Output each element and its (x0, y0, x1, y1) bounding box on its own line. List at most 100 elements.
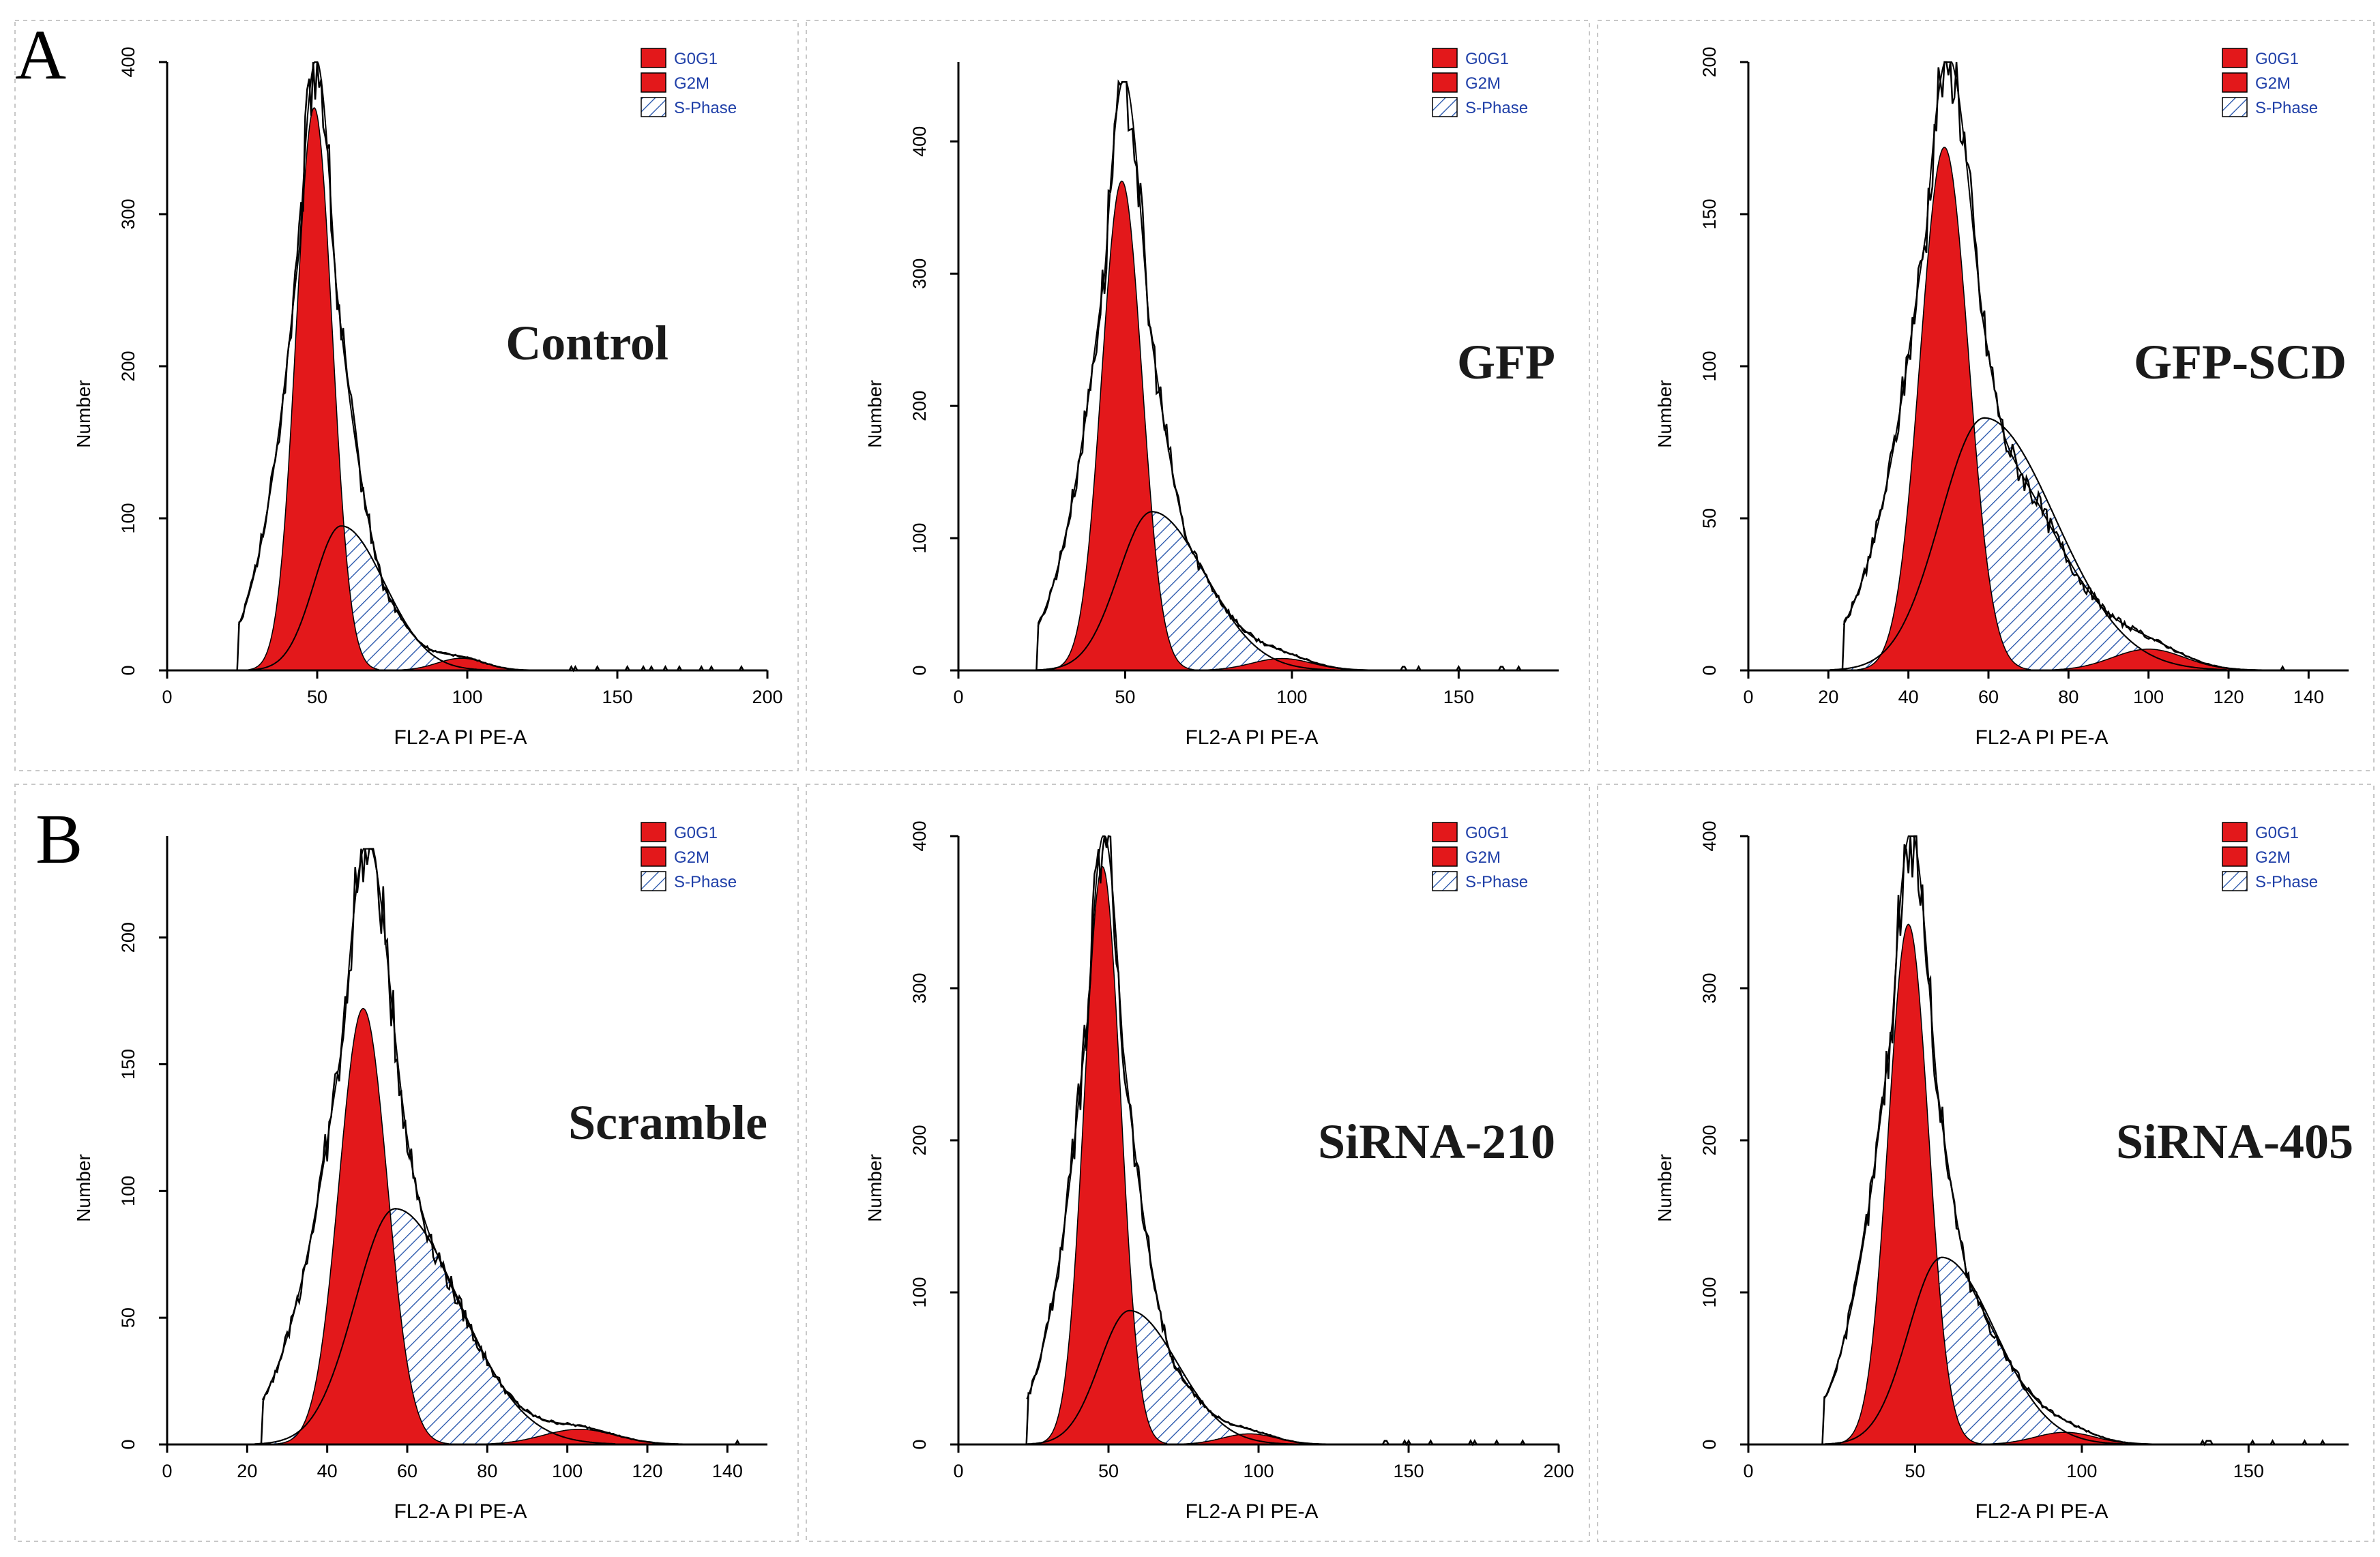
x-tick-label: 60 (1978, 687, 1999, 707)
y-axis-label: Number (73, 380, 94, 448)
legend-swatch (641, 822, 666, 842)
panel-frame (1597, 20, 2375, 771)
legend-label: S-Phase (1465, 873, 1528, 891)
sample-title: SiRNA-210 (1318, 1114, 1555, 1169)
sample-title: GFP (1457, 335, 1555, 389)
y-tick-label: 400 (118, 46, 138, 77)
legend-label: G0G1 (674, 824, 718, 842)
x-axis-label: FL2-A PI PE-A (1975, 726, 2108, 749)
x-tick-label: 150 (2233, 1461, 2264, 1481)
sample-title: GFP-SCD (2134, 335, 2347, 389)
x-tick-label: 120 (2213, 687, 2244, 707)
y-tick-label: 100 (909, 1277, 930, 1307)
legend-swatch (2222, 846, 2248, 867)
x-tick-label: 100 (1243, 1461, 1274, 1481)
y-tick-label: 400 (909, 126, 930, 157)
y-tick-label: 0 (118, 1439, 138, 1449)
x-tick-label: 100 (1276, 687, 1307, 707)
histogram-trace (958, 79, 1541, 672)
x-tick-label: 140 (712, 1461, 743, 1481)
x-tick-label: 100 (2066, 1461, 2097, 1481)
x-axis-label: FL2-A PI PE-A (394, 726, 527, 749)
x-tick-label: 40 (1898, 687, 1919, 707)
panel-frame (1597, 784, 2375, 1542)
x-tick-label: 50 (307, 687, 327, 707)
x-tick-label: 0 (162, 687, 172, 707)
panel-frame (14, 784, 799, 1542)
y-tick-label: 200 (909, 391, 930, 421)
y-tick-label: 50 (118, 1307, 138, 1328)
s-phase-outline (1024, 1309, 1295, 1445)
legend-label: G0G1 (1465, 824, 1509, 842)
y-tick-label: 400 (1699, 820, 1720, 851)
legend-swatch (2222, 822, 2248, 842)
x-tick-label: 0 (1743, 1461, 1753, 1481)
x-tick-label: 50 (1115, 687, 1135, 707)
x-tick-label: 150 (1393, 1461, 1424, 1481)
y-tick-label: 200 (118, 351, 138, 381)
x-tick-label: 100 (2133, 687, 2164, 707)
row-label-b: B (35, 800, 83, 878)
y-tick-label: 100 (118, 1176, 138, 1206)
chart-panel-3: 0 20 40 60 80 100 120 140 0 50 100 150 200 FL2-A PI P… (1597, 20, 2375, 771)
s-phase-outline (1035, 511, 1336, 671)
legend-label: G0G1 (2255, 50, 2299, 68)
y-tick-label: 300 (909, 973, 930, 1003)
y-tick-label: 0 (118, 665, 138, 675)
chart-panel-5: 0 50 100 150 200 0 100 200 300 400 FL2-A PI PE-A Nu… (806, 784, 1590, 1542)
y-tick-label: 0 (1699, 1439, 1720, 1449)
legend-swatch (2222, 72, 2248, 93)
x-tick-label: 0 (953, 1461, 963, 1481)
x-tick-label: 100 (452, 687, 482, 707)
legend-label: G2M (674, 848, 709, 867)
y-tick-label: 300 (118, 198, 138, 229)
x-tick-label: 120 (632, 1461, 662, 1481)
histogram-trace (1748, 61, 2331, 672)
legend-swatch (1432, 846, 1458, 867)
y-tick-label: 200 (1699, 46, 1720, 77)
x-axis-label: FL2-A PI PE-A (1185, 726, 1318, 749)
y-tick-label: 200 (1699, 1125, 1720, 1155)
g0g1-area (1049, 180, 1194, 671)
panel-frame (14, 20, 799, 771)
y-tick-label: 0 (1699, 665, 1720, 675)
y-tick-label: 300 (909, 258, 930, 289)
x-tick-label: 40 (317, 1461, 338, 1481)
legend-label: S-Phase (1465, 99, 1528, 117)
legend-label: G0G1 (674, 50, 718, 68)
legend-swatch (2222, 871, 2248, 891)
y-tick-label: 0 (909, 665, 930, 675)
sample-title: SiRNA-405 (2116, 1114, 2353, 1169)
legend-label: G2M (1465, 74, 1501, 93)
histogram-trace (167, 848, 750, 1446)
y-tick-label: 100 (118, 503, 138, 533)
x-tick-label: 150 (602, 687, 632, 707)
legend-label: G2M (1465, 848, 1501, 867)
g0g1-area (1836, 923, 1982, 1445)
legend-swatch (641, 846, 666, 867)
x-tick-label: 20 (237, 1461, 257, 1481)
legend-swatch (2222, 48, 2248, 68)
x-axis-label: FL2-A PI PE-A (1975, 1500, 2108, 1523)
legend-swatch (641, 72, 666, 93)
chart-panel-1: 0 50 100 150 200 0 100 200 300 400 FL2-A PI PE-A Nu… (14, 20, 799, 771)
y-tick-label: 150 (1699, 198, 1720, 229)
y-tick-label: 200 (118, 922, 138, 953)
y-axis-label: Number (73, 1154, 94, 1222)
y-tick-label: 100 (1699, 1277, 1720, 1307)
panel-frame (806, 784, 1590, 1542)
x-tick-label: 200 (1543, 1461, 1574, 1481)
legend-swatch (1432, 822, 1458, 842)
legend-swatch (2222, 97, 2248, 117)
x-tick-label: 0 (953, 687, 963, 707)
y-axis-label: Number (1654, 1154, 1675, 1222)
y-tick-label: 0 (909, 1439, 930, 1449)
g0g1-area (1037, 865, 1168, 1445)
g0g1-area (248, 107, 379, 671)
panel-frame (806, 20, 1590, 771)
sample-title: Control (505, 316, 669, 370)
legend-label: G2M (2255, 848, 2291, 867)
y-tick-label: 50 (1699, 508, 1720, 529)
x-tick-label: 150 (1443, 687, 1474, 707)
legend-label: S-Phase (2255, 873, 2318, 891)
